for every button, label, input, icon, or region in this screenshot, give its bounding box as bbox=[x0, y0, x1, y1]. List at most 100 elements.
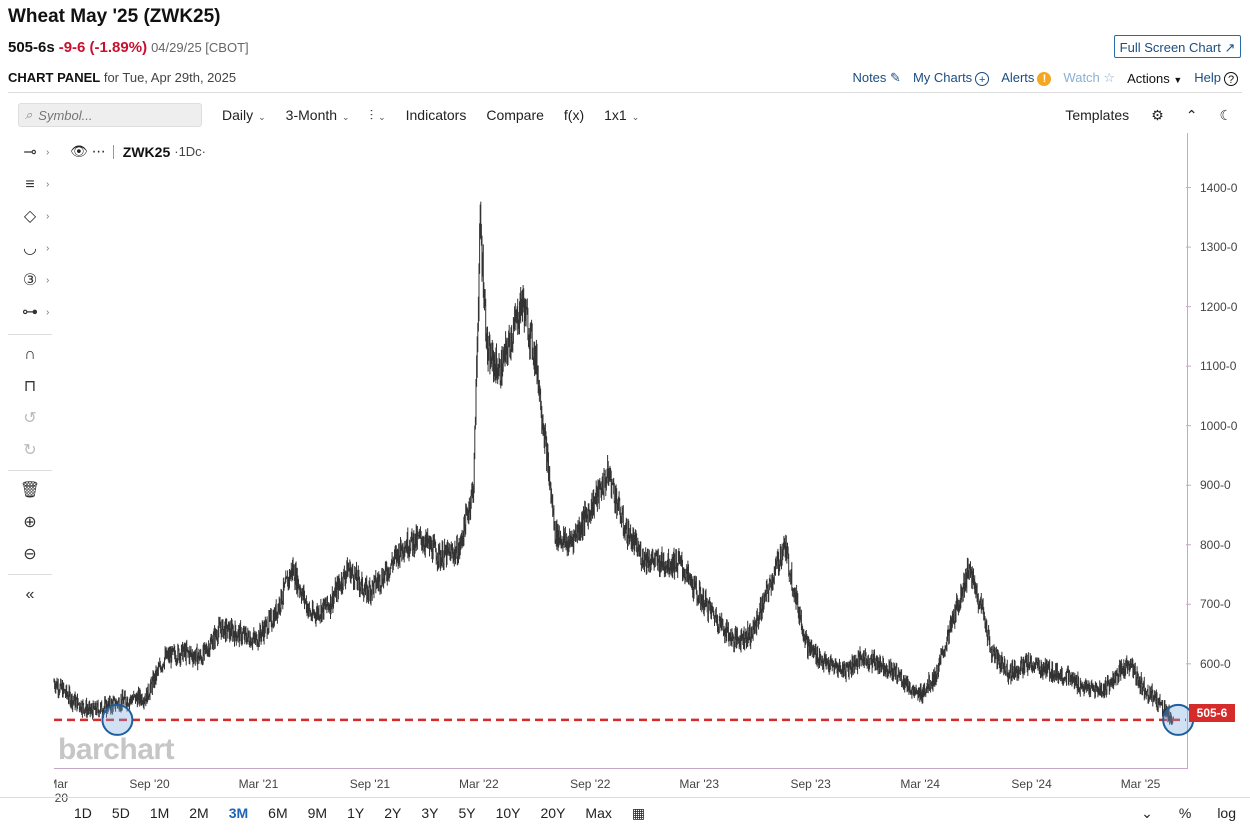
range-3y[interactable]: 3Y bbox=[421, 805, 439, 821]
star-icon: ☆ bbox=[1103, 70, 1116, 85]
caret-down-icon: ▼ bbox=[1173, 74, 1183, 85]
chart-toolbar: ⌕ Daily⌄ 3-Month⌄ ⫶⌄ Indicators Compare … bbox=[18, 102, 1232, 128]
symbol-search[interactable]: ⌕ bbox=[18, 103, 202, 127]
x-tick-label: Sep '22 bbox=[570, 777, 611, 791]
log-scale-button[interactable]: log bbox=[1217, 805, 1236, 821]
fib-tool-icon[interactable]: ≡ bbox=[25, 176, 35, 193]
count-tool-icon[interactable]: ③ bbox=[22, 272, 38, 289]
chevron-down-icon: ⌄ bbox=[631, 112, 640, 122]
quote-meta: 04/29/25 [CBOT] bbox=[151, 40, 249, 55]
range-2m[interactable]: 2M bbox=[189, 805, 209, 821]
tool-divider bbox=[8, 470, 52, 471]
chevron-right-icon[interactable]: › bbox=[46, 307, 50, 318]
alerts-link[interactable]: Alerts! bbox=[1001, 70, 1052, 86]
chevron-down-icon: ⌄ bbox=[342, 112, 350, 122]
y-tick-label: 900-0 bbox=[1200, 478, 1231, 493]
notes-link[interactable]: Notes ✎ bbox=[852, 70, 901, 86]
header-divider bbox=[8, 92, 1242, 93]
full-screen-chart-button[interactable]: Full Screen Chart ↗ bbox=[1114, 35, 1241, 58]
range-1d[interactable]: 1D bbox=[74, 805, 92, 821]
range-10y[interactable]: 10Y bbox=[495, 805, 521, 821]
templates-button[interactable]: Templates bbox=[1065, 107, 1130, 123]
curve-tool-icon[interactable]: ◡ bbox=[23, 240, 37, 257]
y-tick-label: 1200-0 bbox=[1200, 299, 1238, 314]
magnet-icon[interactable]: ∩ bbox=[24, 346, 36, 363]
my-charts-label: My Charts bbox=[912, 70, 973, 86]
range-9m[interactable]: 9M bbox=[307, 805, 328, 821]
chevron-right-icon[interactable]: › bbox=[46, 243, 50, 254]
chevron-down-icon: ⌄ bbox=[378, 111, 386, 122]
x-tick-label: Mar '23 bbox=[679, 777, 719, 791]
x-tick-label: Sep '24 bbox=[1011, 777, 1052, 791]
undo-icon[interactable]: ↺ bbox=[23, 410, 37, 427]
x-tick-label: Mar '20 bbox=[54, 777, 68, 805]
range-bar: 1D 5D 1M 2M 3M 6M 9M 1Y 2Y 3Y 5Y 10Y 20Y Max ▦ ⌄% log bbox=[0, 797, 1250, 828]
y-tick-label: 1000-0 bbox=[1200, 418, 1238, 433]
range-2y[interactable]: 2Y bbox=[384, 805, 402, 821]
zoom-out-icon[interactable]: ⊖ bbox=[23, 546, 37, 563]
notes-label: Notes bbox=[852, 70, 887, 85]
x-tick-label: Mar '25 bbox=[1120, 777, 1161, 791]
function-button[interactable]: f(x) bbox=[563, 107, 585, 123]
range-5d[interactable]: 5D bbox=[111, 805, 130, 821]
full-screen-label: Full Screen Chart bbox=[1119, 40, 1221, 55]
watch-link[interactable]: Watch ☆ bbox=[1063, 70, 1115, 86]
chevron-right-icon[interactable]: › bbox=[46, 179, 50, 190]
shape-tool-icon[interactable]: ◇ bbox=[23, 208, 37, 225]
chart-panel-title: CHART PANEL bbox=[8, 70, 101, 85]
my-charts-link[interactable]: My Charts + bbox=[912, 70, 990, 86]
range-1m[interactable]: 1M bbox=[149, 805, 170, 821]
chevron-right-icon[interactable]: › bbox=[46, 211, 50, 222]
double-chevron-down-icon[interactable]: ⌄ bbox=[1141, 804, 1153, 821]
range-20y[interactable]: 20Y bbox=[540, 805, 566, 821]
trash-icon[interactable]: 🗑 bbox=[19, 482, 41, 499]
x-tick-label: Sep '21 bbox=[349, 777, 391, 791]
actions-menu[interactable]: Actions ▼ bbox=[1127, 71, 1182, 86]
chart-panel-date: for Tue, Apr 29th, 2025 bbox=[103, 70, 237, 85]
chevron-right-icon[interactable]: › bbox=[46, 147, 50, 158]
external-arrow-icon: ↗ bbox=[1224, 40, 1236, 55]
redo-icon[interactable]: ↻ bbox=[23, 442, 37, 459]
measure-tool-icon[interactable]: ⊶ bbox=[22, 304, 38, 321]
question-icon: ? bbox=[1224, 71, 1238, 86]
range-label: 3-Month bbox=[285, 107, 338, 123]
chart-type-dropdown[interactable]: ⫶ ⌄ bbox=[370, 107, 386, 124]
actions-label: Actions bbox=[1127, 70, 1170, 86]
range-1y[interactable]: 1Y bbox=[347, 805, 365, 821]
calendar-icon[interactable]: ▦ bbox=[631, 804, 646, 821]
alerts-label: Alerts bbox=[1001, 70, 1035, 86]
range-3m[interactable]: 3M bbox=[228, 805, 249, 821]
lock-icon[interactable]: ⊓ bbox=[23, 378, 37, 395]
range-6m[interactable]: 6M bbox=[268, 805, 288, 821]
range-5y[interactable]: 5Y bbox=[458, 805, 476, 821]
chevron-right-icon[interactable]: › bbox=[46, 275, 50, 286]
period-label: Daily bbox=[222, 107, 254, 123]
help-link[interactable]: Help? bbox=[1194, 70, 1238, 86]
range-max[interactable]: Max bbox=[585, 805, 612, 821]
line-tool-icon[interactable]: ⊸ bbox=[23, 144, 37, 161]
quote-line: 505-6s -9-6 (-1.89%) 04/29/25 [CBOT] bbox=[8, 39, 249, 56]
range-dropdown[interactable]: 3-Month ⌄ bbox=[286, 107, 350, 123]
last-price-tag: 505-6 bbox=[1189, 704, 1235, 722]
moon-icon[interactable]: ☾ bbox=[1219, 106, 1232, 123]
tool-divider bbox=[8, 574, 52, 575]
gear-icon[interactable]: ⚙ bbox=[1151, 106, 1164, 123]
collapse-left-icon[interactable]: « bbox=[25, 586, 35, 603]
percent-scale-button[interactable]: % bbox=[1178, 805, 1192, 821]
symbol-input[interactable] bbox=[32, 107, 189, 123]
x-tick-label: Sep '23 bbox=[790, 777, 831, 791]
collapse-up-icon[interactable]: ⌃ bbox=[1185, 106, 1198, 123]
plot-area[interactable] bbox=[54, 133, 1188, 769]
indicators-button[interactable]: Indicators bbox=[405, 107, 467, 123]
layout-dropdown[interactable]: 1x1 ⌄ bbox=[604, 107, 639, 123]
eye-icon[interactable]: 👁 bbox=[70, 143, 88, 159]
price-change: -9-6 (-1.89%) bbox=[58, 39, 148, 56]
period-dropdown[interactable]: Daily ⌄ bbox=[222, 107, 266, 123]
more-icon[interactable]: ⋯ bbox=[91, 143, 106, 159]
zoom-in-icon[interactable]: ⊕ bbox=[23, 514, 37, 531]
y-tick-label: 600-0 bbox=[1200, 656, 1231, 671]
legend-interval: ·1Dc· bbox=[174, 144, 207, 159]
x-tick-label: Mar '22 bbox=[459, 777, 499, 791]
compare-button[interactable]: Compare bbox=[486, 107, 544, 123]
